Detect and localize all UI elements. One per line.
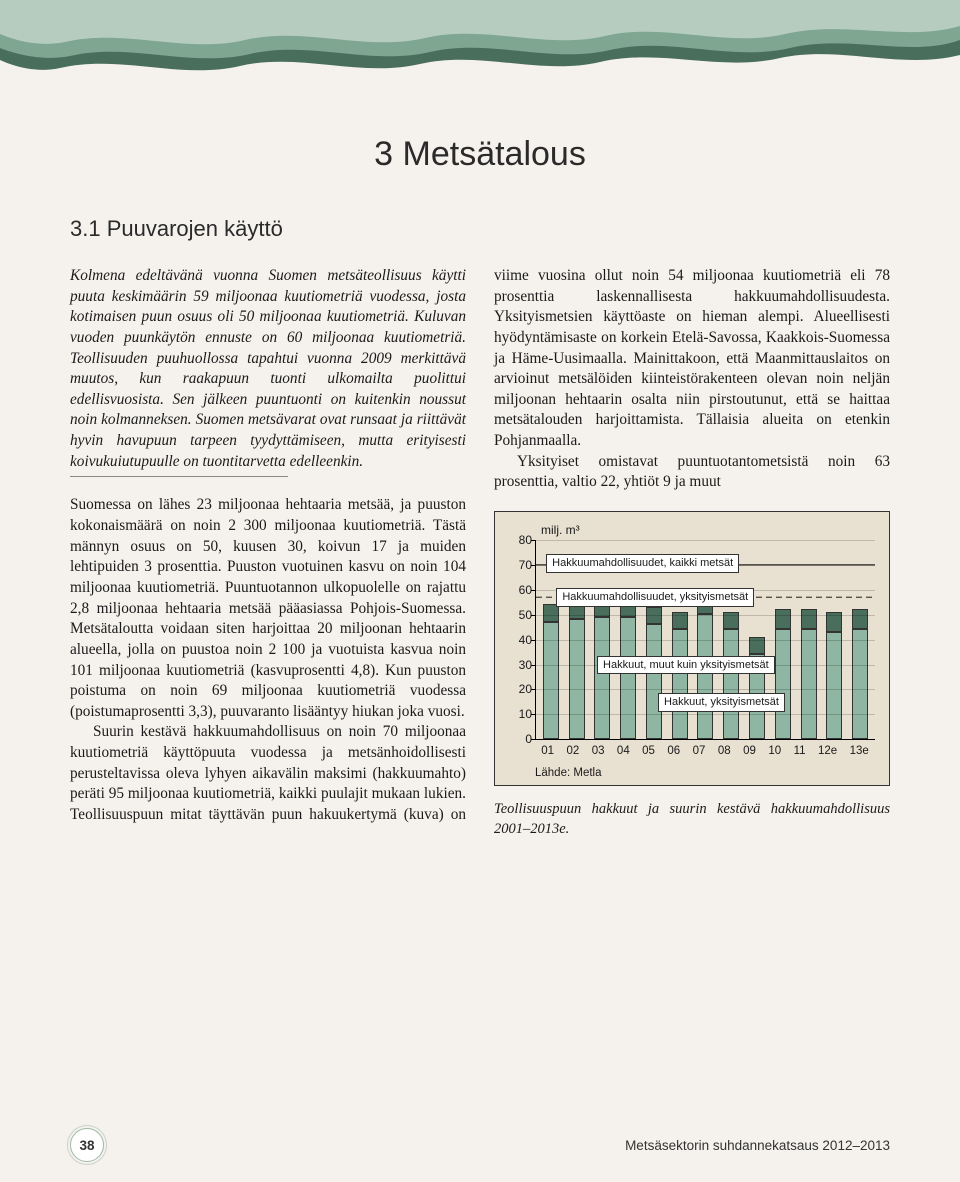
chart-series-label: Hakkuumahdollisuudet, kaikki metsät — [546, 554, 739, 573]
intro-divider — [70, 476, 288, 477]
bar-13e — [852, 609, 868, 739]
bar-09 — [749, 637, 765, 740]
chart-source: Lähde: Metla — [535, 766, 879, 782]
text-columns: Kolmena edeltävänä vuonna Suomen metsäte… — [70, 266, 890, 839]
header-decorative-waves — [0, 0, 960, 105]
section-title: 3.1 Puuvarojen käyttö — [70, 216, 890, 242]
chart-plot-area: 01020304050607080Hakkuumahdollisuudet, k… — [535, 540, 875, 740]
bar-02 — [569, 602, 585, 740]
chart-series-label: Hakkuumahdollisuudet, yksityismetsät — [556, 588, 754, 607]
bar-10 — [775, 609, 791, 739]
chapter-title: 3 Metsätalous — [70, 135, 890, 174]
chart-container: milj. m³ 01020304050607080Hakkuumahdolli… — [494, 511, 890, 839]
page-number: 38 — [70, 1128, 104, 1162]
chart-x-axis: 010203040506070809101112e13e — [535, 740, 875, 760]
chart-caption: Teollisuuspuun hakkuut ja suurin kestävä… — [494, 800, 890, 839]
bar-01 — [543, 604, 559, 739]
publication-title: Metsäsektorin suhdannekatsaus 2012–2013 — [625, 1138, 890, 1153]
page-footer: 38 Metsäsektorin suhdannekatsaus 2012–20… — [0, 1128, 960, 1162]
bar-06 — [672, 612, 688, 740]
bar-08 — [723, 612, 739, 740]
body-paragraph-1: Suomessa on lähes 23 miljoonaa hehtaaria… — [70, 495, 466, 722]
body-paragraph-3: Yksityiset omistavat puuntuotantometsist… — [494, 452, 890, 493]
bar-11 — [801, 609, 817, 739]
intro-paragraph: Kolmena edeltävänä vuonna Suomen metsäte… — [70, 266, 466, 472]
page-content: 3 Metsätalous 3.1 Puuvarojen käyttö Kolm… — [0, 105, 960, 839]
chart-series-label: Hakkuut, muut kuin yksityismetsät — [597, 656, 775, 675]
bar-12e — [826, 612, 842, 740]
chart-series-label: Hakkuut, yksityismetsät — [658, 693, 785, 712]
chart-unit-label: milj. m³ — [541, 522, 879, 538]
chart-frame: milj. m³ 01020304050607080Hakkuumahdolli… — [494, 511, 890, 786]
